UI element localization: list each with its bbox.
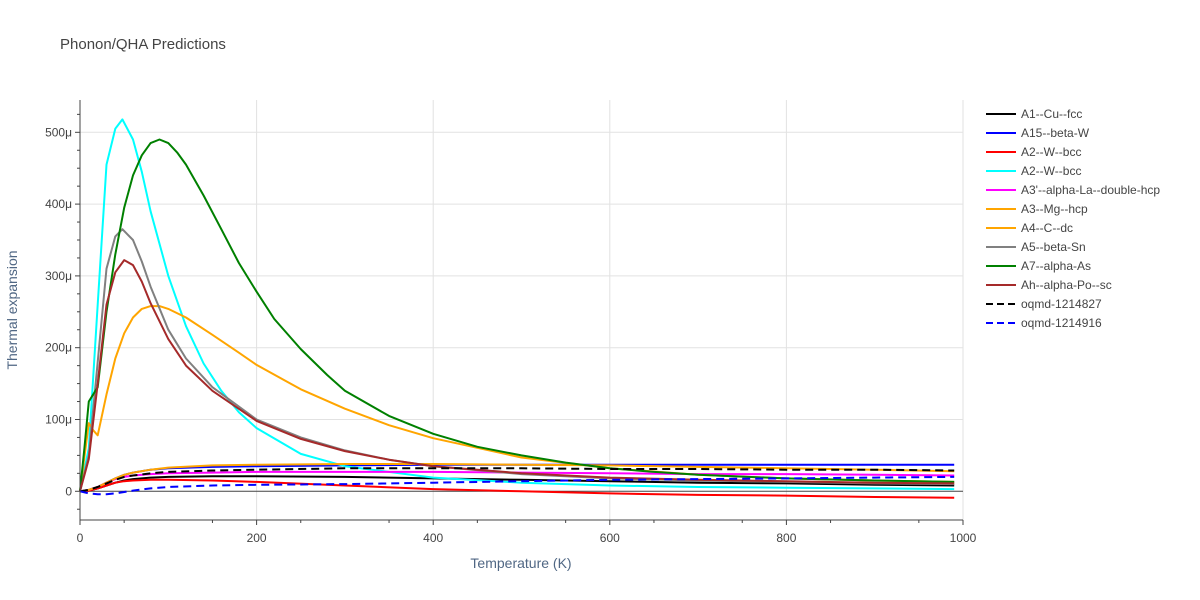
- x-tick-label: 200: [247, 531, 267, 545]
- legend-item[interactable]: oqmd-1214827: [986, 297, 1102, 311]
- legend-item[interactable]: Ah--alpha-Po--sc: [986, 278, 1112, 292]
- series-line-10[interactable]: [79, 467, 955, 493]
- legend-item[interactable]: A5--beta-Sn: [986, 240, 1086, 254]
- legend-item[interactable]: A2--W--bcc: [986, 164, 1081, 178]
- legend-label: A15--beta-W: [1021, 126, 1090, 140]
- series-layer: [79, 118, 955, 499]
- legend-item[interactable]: A3--Mg--hcp: [986, 202, 1088, 216]
- series-line-9[interactable]: [79, 259, 955, 492]
- series-line-7[interactable]: [79, 228, 955, 492]
- legend-item[interactable]: A7--alpha-As: [986, 259, 1091, 273]
- x-tick-label: 600: [600, 531, 620, 545]
- legend-item[interactable]: A3'--alpha-La--double-hcp: [986, 183, 1160, 197]
- legend-label: A7--alpha-As: [1021, 259, 1091, 273]
- legend-item[interactable]: A4--C--dc: [986, 221, 1073, 235]
- legend[interactable]: A1--Cu--fcc A15--beta-W A2--W--bcc A2--W--b…: [986, 107, 1160, 330]
- legend-label: A2--W--bcc: [1021, 145, 1081, 159]
- x-axis-title: Temperature (K): [470, 555, 571, 571]
- legend-item[interactable]: A15--beta-W: [986, 126, 1090, 140]
- x-tick-label: 1000: [950, 531, 977, 545]
- legend-label: oqmd-1214827: [1021, 297, 1102, 311]
- legend-label: A3--Mg--hcp: [1021, 202, 1088, 216]
- y-tick-label: 0: [65, 484, 72, 498]
- y-tick-label: 400μ: [45, 197, 72, 211]
- legend-label: A3'--alpha-La--double-hcp: [1021, 183, 1160, 197]
- axis-layer: 0 200 400 600 800 1000 0 100μ 200μ 300μ 400μ 500μ: [45, 100, 977, 545]
- legend-label: A4--C--dc: [1021, 221, 1073, 235]
- y-tick-label: 500μ: [45, 125, 72, 139]
- series-line-3[interactable]: [79, 118, 955, 492]
- y-tick-label: 200μ: [45, 341, 72, 355]
- x-tick-label: 800: [776, 531, 796, 545]
- legend-label: Ah--alpha-Po--sc: [1021, 278, 1112, 292]
- series-line-2[interactable]: [79, 478, 955, 499]
- y-axis-title: Thermal expansion: [4, 250, 20, 369]
- series-line-6[interactable]: [79, 305, 955, 492]
- legend-item[interactable]: A1--Cu--fcc: [986, 107, 1082, 121]
- legend-item[interactable]: A2--W--bcc: [986, 145, 1081, 159]
- legend-label: A5--beta-Sn: [1021, 240, 1086, 254]
- legend-label: A1--Cu--fcc: [1021, 107, 1082, 121]
- x-tick-label: 0: [77, 531, 84, 545]
- series-line-8[interactable]: [79, 138, 955, 492]
- x-tick-label: 400: [423, 531, 443, 545]
- chart-title: Phonon/QHA Predictions: [60, 36, 226, 53]
- series-line-11[interactable]: [79, 475, 955, 496]
- y-tick-label: 300μ: [45, 269, 72, 283]
- y-tick-label: 100μ: [45, 412, 72, 426]
- legend-label: oqmd-1214916: [1021, 316, 1102, 330]
- grid-layer: [80, 100, 964, 520]
- legend-label: A2--W--bcc: [1021, 164, 1081, 178]
- legend-item[interactable]: oqmd-1214916: [986, 316, 1102, 330]
